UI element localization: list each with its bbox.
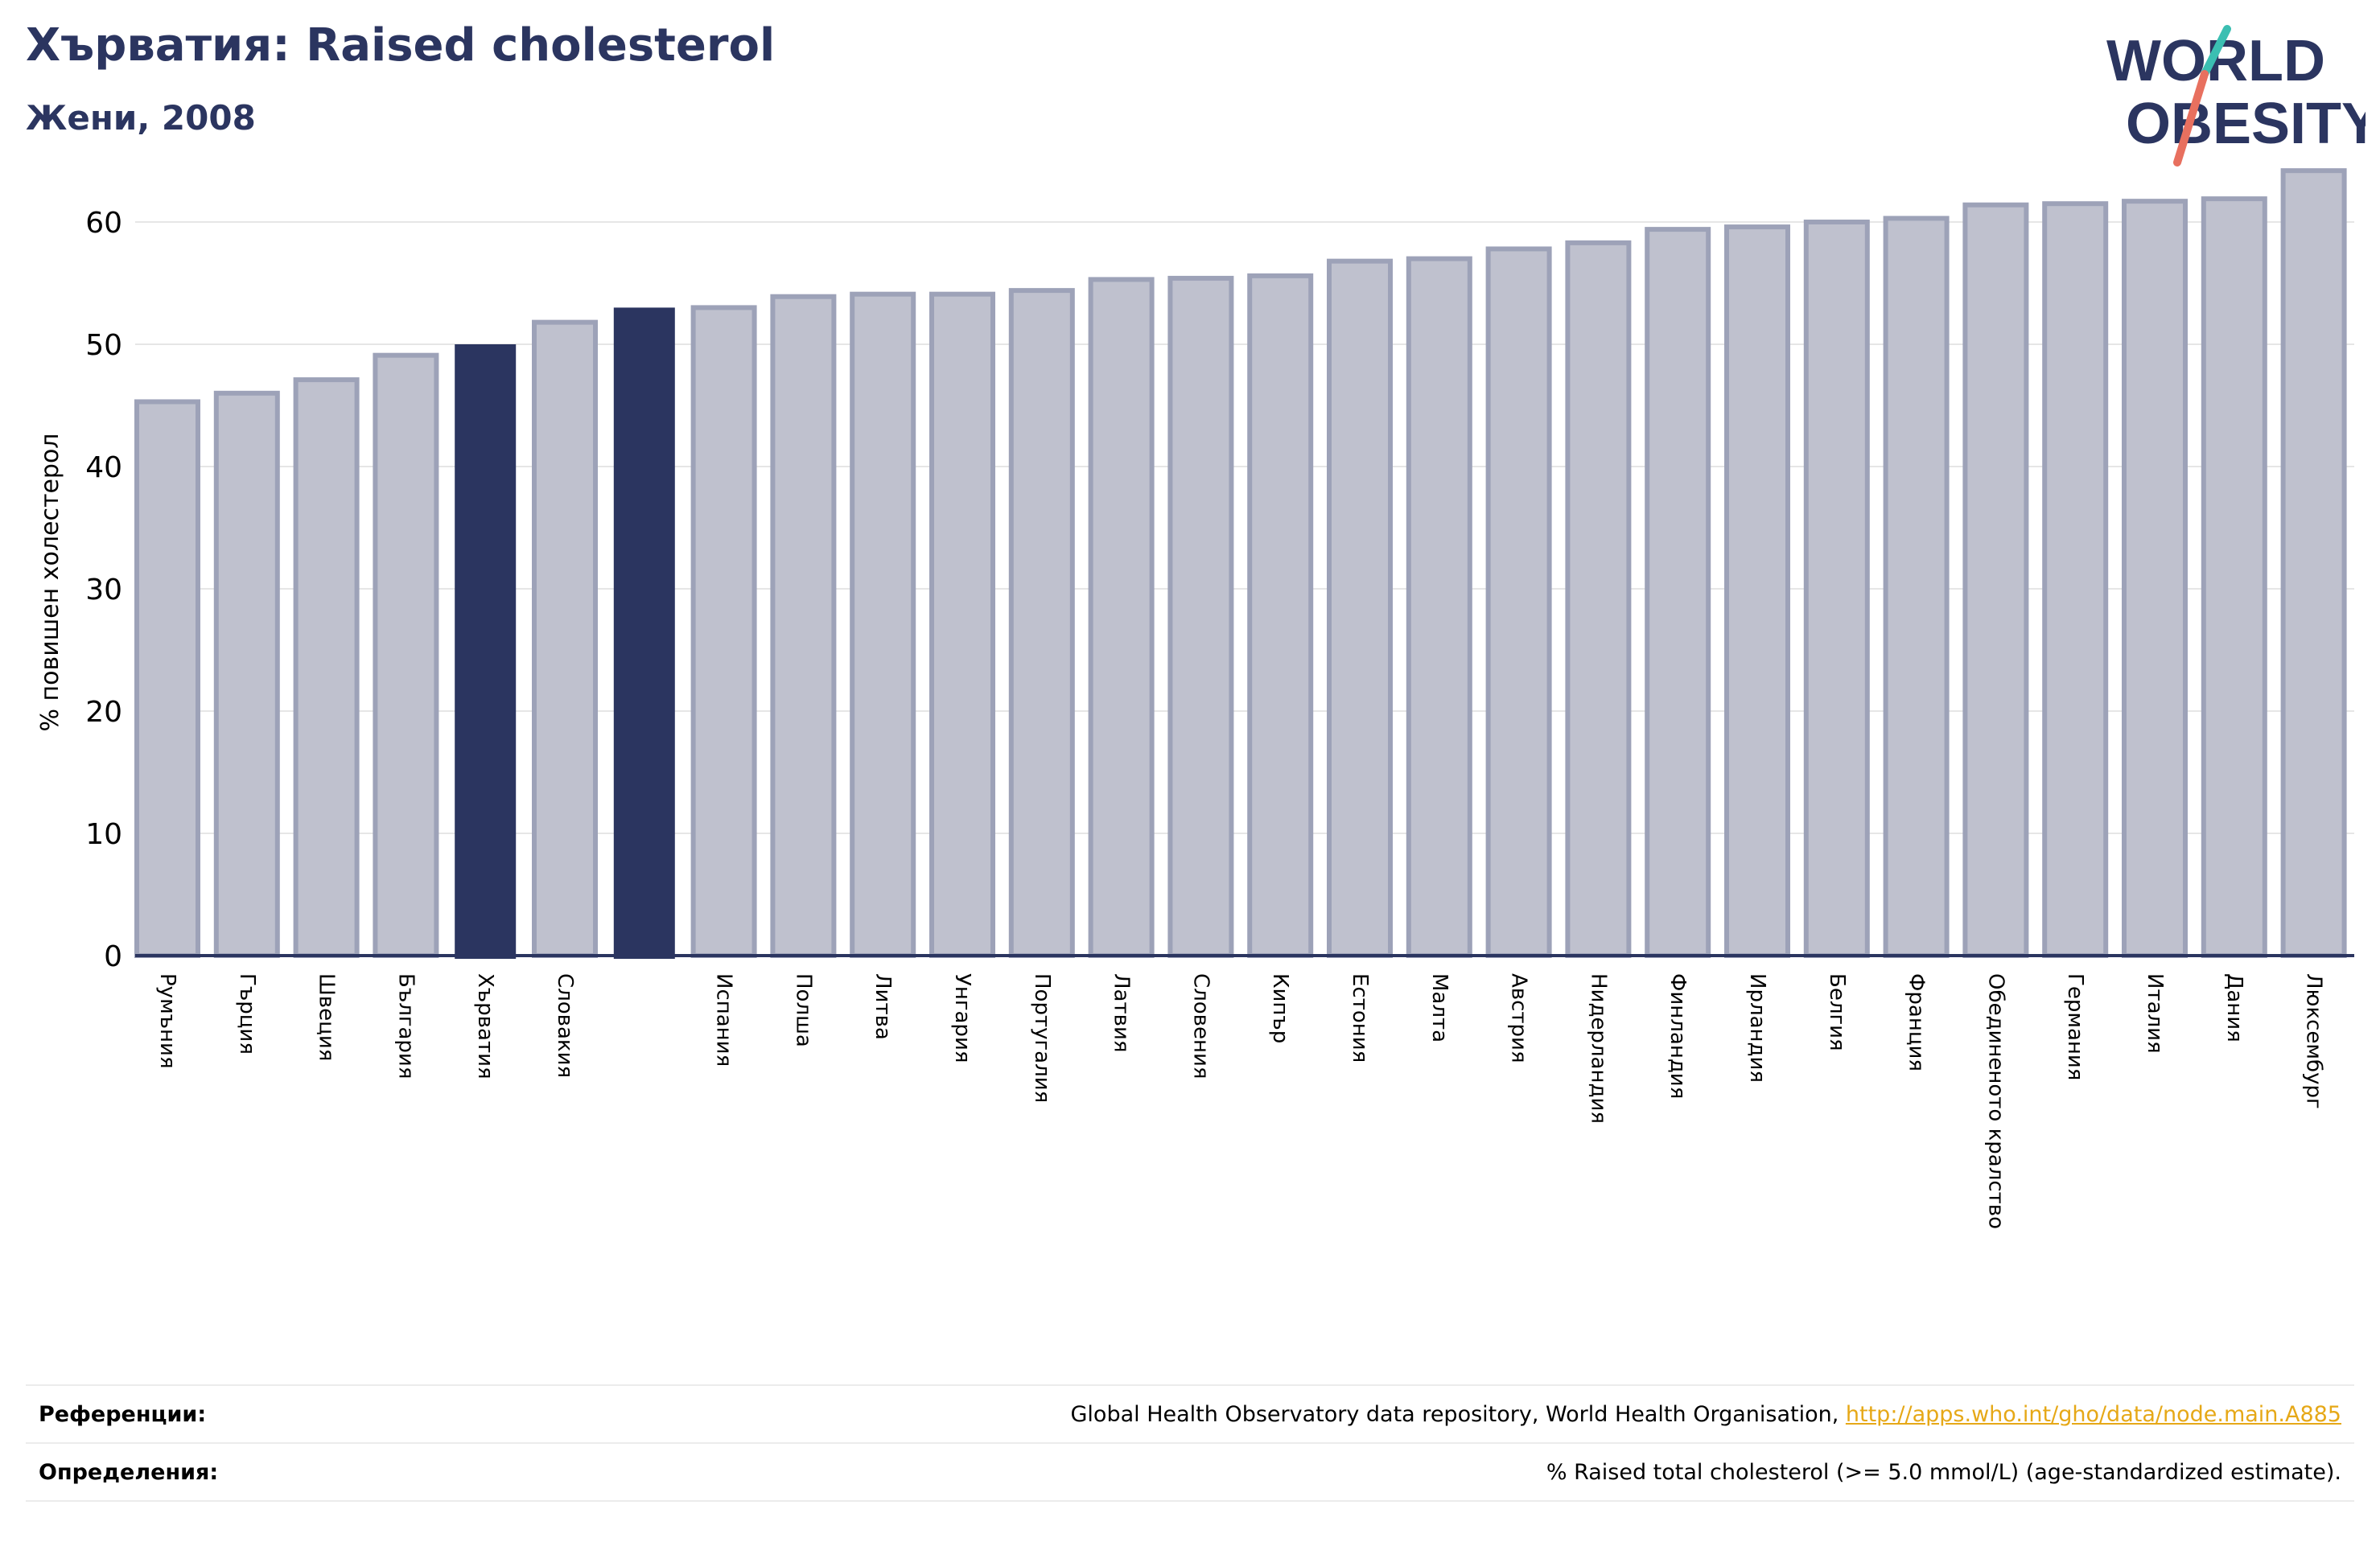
references-text: Global Health Observatory data repositor… (1070, 1402, 1846, 1427)
bar (2201, 196, 2267, 958)
bar (1803, 220, 1870, 958)
bar (1485, 246, 1552, 958)
bar-highlighted (455, 344, 517, 959)
x-tick-label: Естония (1348, 973, 1372, 1063)
x-tick-label: Румъния (155, 973, 179, 1069)
x-tick-label: Ирландия (1745, 973, 1769, 1083)
bar (690, 305, 757, 958)
bar (1724, 224, 1790, 958)
y-tick-label: 30 (85, 574, 122, 607)
world-obesity-logo: WORLD OBESITY (2092, 24, 2366, 169)
y-tick-label: 40 (85, 451, 122, 484)
logo-text-world: WORLD (2106, 29, 2325, 93)
x-tick-label: Полша (791, 973, 815, 1047)
bar (2280, 168, 2347, 959)
chart-subtitle: Жени, 2008 (26, 98, 256, 138)
definitions-value: % Raised total cholesterol (>= 5.0 mmol/… (1546, 1460, 2341, 1485)
bar (1327, 258, 1393, 958)
x-tick-label: Австрия (1507, 973, 1531, 1063)
x-tick-label: Унгария (950, 973, 974, 1063)
bar (1008, 288, 1075, 958)
x-tick-label: Франция (1904, 973, 1929, 1071)
bar (1565, 240, 1632, 958)
references-row: Референции: Global Health Observatory da… (26, 1384, 2354, 1442)
y-tick-label: 20 (85, 696, 122, 729)
x-tick-label: Гърция (235, 973, 259, 1055)
x-tick-label: Хърватия (473, 973, 497, 1079)
logo-slash-teal (2201, 25, 2231, 78)
references-value: Global Health Observatory data repositor… (1071, 1402, 2342, 1427)
bar (1883, 216, 1950, 958)
bar-chart: 0 10 20 30 40 50 60 % повишен холестерол Румъния… (36, 168, 2354, 1229)
y-axis-label: % повишен холестерол (36, 434, 64, 732)
bar (1167, 275, 1234, 959)
bar (373, 352, 439, 958)
logo-text-obesity: OBESITY (2126, 92, 2366, 156)
y-tick-label: 0 (104, 940, 122, 973)
bar (929, 291, 995, 958)
bar (1645, 227, 1711, 958)
bar (1247, 273, 1314, 958)
references-link[interactable]: http://apps.who.int/gho/data/node.main.A… (1845, 1402, 2341, 1427)
bar (213, 390, 280, 958)
definitions-label: Определения: (39, 1460, 219, 1485)
x-tick-label: Латвия (1110, 973, 1134, 1053)
y-tick-label: 10 (85, 818, 122, 851)
x-tick-label: Белгия (1825, 973, 1849, 1051)
bar (532, 319, 598, 958)
bar (2042, 201, 2109, 958)
bar (1088, 277, 1155, 958)
x-tick-label: Италия (2143, 973, 2167, 1054)
bar (1962, 202, 2029, 959)
x-tick-label: Кипър (1268, 973, 1292, 1043)
x-tick-label: Словения (1188, 973, 1213, 1079)
x-tick-label: Германия (2063, 973, 2087, 1080)
x-tick-label: Словакия (553, 973, 577, 1078)
footer-divider (26, 1500, 2354, 1502)
definitions-row: Определения: % Raised total cholesterol … (26, 1442, 2354, 1500)
x-tick-label: България (393, 973, 418, 1079)
bar (850, 291, 916, 958)
x-tick-label: Португалия (1030, 973, 1054, 1103)
x-tick-label: Испания (712, 973, 736, 1067)
references-label: Референции: (39, 1402, 207, 1427)
logo-slash-coral (2173, 70, 2209, 167)
bar (770, 294, 837, 959)
x-tick-label: Литва (871, 973, 895, 1040)
bar (2122, 199, 2188, 959)
x-tick-label: Люксембург (2302, 973, 2326, 1109)
x-tick-label: Обединеното кралство (1983, 973, 2007, 1229)
x-tick-label: Швеция (315, 973, 339, 1061)
x-tick-label: Малта (1427, 973, 1451, 1042)
x-tick-label: Финландия (1666, 973, 1690, 1099)
y-tick-label: 50 (85, 329, 122, 362)
x-tick-label: Дания (2222, 973, 2246, 1042)
bar (1406, 256, 1472, 959)
bar-highlighted (613, 307, 675, 959)
x-tick-label: Нидерландия (1586, 973, 1610, 1124)
bar (134, 399, 200, 958)
chart-title: Хърватия: Raised cholesterol (26, 19, 776, 72)
bar (293, 377, 360, 958)
y-tick-label: 60 (85, 207, 122, 240)
